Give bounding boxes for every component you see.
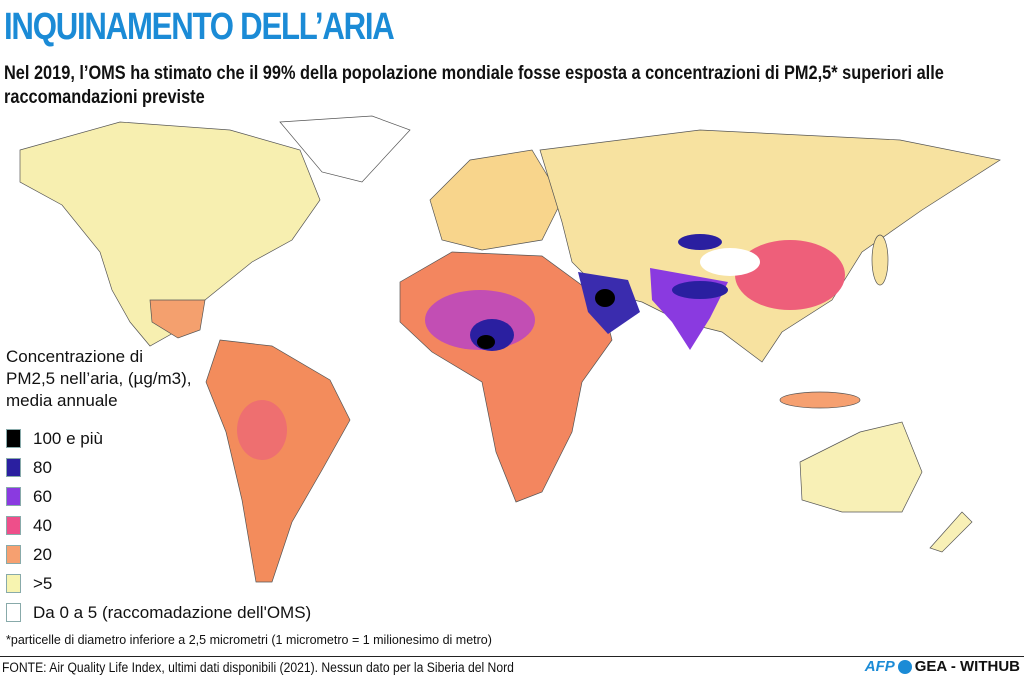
pollution-area (237, 400, 287, 460)
legend-title: Concentrazione di PM2,5 nell’aria, (µg/m… (6, 347, 192, 410)
legend-swatch (6, 516, 21, 535)
tibet (700, 248, 760, 276)
partner: GEA - WITHUB (914, 658, 1020, 675)
legend-item: 20 (6, 540, 311, 569)
legend-label: 80 (33, 457, 52, 477)
legend-label: 20 (33, 544, 52, 564)
china (735, 240, 845, 310)
pollution-area (672, 281, 728, 299)
subtitle: Nel 2019, l’OMS ha stimato che il 99% de… (4, 63, 944, 108)
legend-item: 40 (6, 511, 311, 540)
legend-item: >5 (6, 569, 311, 598)
legend-item: 60 (6, 482, 311, 511)
new-zealand (929, 511, 973, 553)
greenland (279, 115, 411, 183)
logo-dot (897, 659, 912, 674)
legend-swatch (6, 603, 21, 622)
legend-swatch (6, 487, 21, 506)
legend-label: 40 (33, 515, 52, 535)
world-map (19, 115, 1001, 583)
legend-label: >5 (33, 573, 53, 593)
japan (871, 234, 889, 286)
legend-label: 60 (33, 486, 52, 506)
legend-swatch (6, 429, 21, 448)
south-america (205, 339, 351, 583)
pollution-area (477, 335, 495, 349)
legend: 100 e più 80 60 40 20 >5 Da 0 a 5 (raccomadazi… (6, 424, 311, 627)
source: FONTE: Air Quality Life Index, ultimi da… (2, 660, 514, 675)
footnote: *particelle di diametro inferiore a 2,5 … (6, 633, 492, 647)
africa (399, 251, 613, 503)
australia (799, 421, 923, 513)
legend-label: 100 e più (33, 428, 103, 448)
europe (429, 149, 563, 251)
pollution-area (678, 234, 722, 250)
divider (0, 656, 1024, 657)
legend-item: 80 (6, 453, 311, 482)
legend-label: Da 0 a 5 (raccomadazione dell'OMS) (33, 602, 312, 622)
indonesia (779, 391, 861, 409)
legend-swatch (6, 545, 21, 564)
legend-swatch (6, 458, 21, 477)
pollution-area (595, 289, 615, 307)
central-america (149, 299, 206, 339)
title: INQUINAMENTO DELL’ARIA (4, 6, 395, 48)
agency: AFP (864, 658, 895, 675)
legend-item: 100 e più (6, 424, 311, 453)
legend-swatch (6, 574, 21, 593)
legend-item: Da 0 a 5 (raccomadazione dell'OMS) (6, 598, 311, 627)
credit: AFP GEA - WITHUB (865, 658, 1020, 675)
